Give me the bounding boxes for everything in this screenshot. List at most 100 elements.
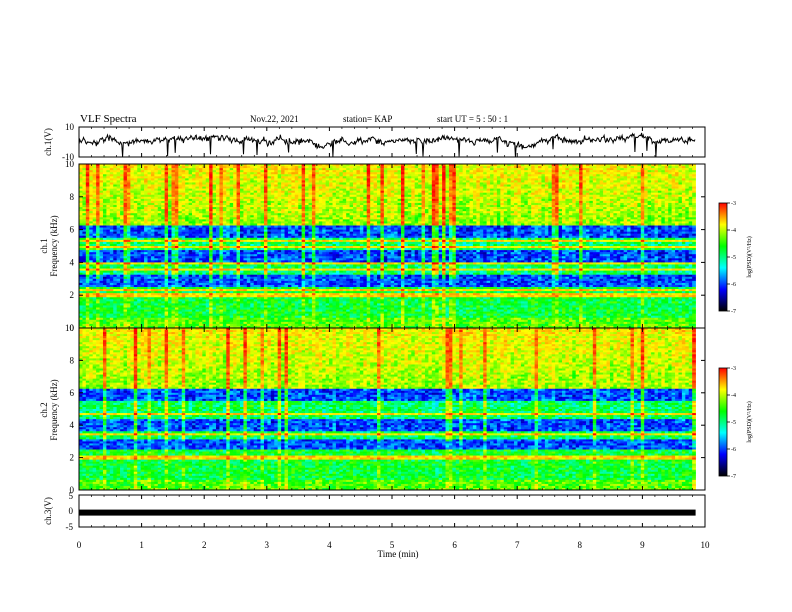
spectrogram-cell <box>285 250 289 252</box>
spectrogram-cell <box>106 176 110 178</box>
spectrogram-cell <box>192 176 196 178</box>
spectrogram-cell <box>226 312 230 314</box>
spectrogram-cell <box>134 275 138 277</box>
spectrogram-cell <box>237 303 241 305</box>
spectrogram-cell <box>79 269 83 271</box>
spectrogram-cell <box>127 234 131 236</box>
spectrogram-cell <box>82 291 86 293</box>
spectrogram-cell <box>144 193 148 195</box>
spectrogram-cell <box>79 273 83 275</box>
spectrogram-cell <box>213 217 217 219</box>
spectrogram-cell <box>199 299 203 301</box>
spectrogram-cell <box>199 316 203 318</box>
spectrogram-cell <box>226 242 230 244</box>
spectrogram-cell <box>168 219 172 221</box>
spectrogram-cell <box>216 293 220 295</box>
spectrogram-cell <box>230 279 234 281</box>
spectrogram-cell <box>93 215 97 217</box>
spectrogram-cell <box>285 187 289 189</box>
spectrogram-cell <box>195 258 199 260</box>
spectrogram-cell <box>130 244 134 246</box>
spectrogram-cell <box>278 295 282 297</box>
spectrogram-cell <box>124 273 128 275</box>
spectrogram-cell <box>278 269 282 271</box>
spectrogram-cell <box>89 310 93 312</box>
spectrogram-cell <box>271 230 275 232</box>
spectrogram-cell <box>113 269 117 271</box>
spectrogram-cell <box>113 230 117 232</box>
spectrogram-cell <box>120 209 124 211</box>
spectrogram-cell <box>278 285 282 287</box>
spectrogram-cell <box>154 191 158 193</box>
spectrogram-cell <box>281 174 285 176</box>
spectrogram-cell <box>216 324 220 326</box>
spectrogram-cell <box>247 187 251 189</box>
spectrogram-cell <box>281 219 285 221</box>
spectrogram-cell <box>202 297 206 299</box>
spectrogram-cell <box>127 236 131 238</box>
spectrogram-cell <box>185 269 189 271</box>
spectrogram-cell <box>285 180 289 182</box>
spectrogram-cell <box>134 180 138 182</box>
spectrogram-cell <box>120 178 124 180</box>
spectrogram-cell <box>240 213 244 215</box>
spectrogram-cell <box>230 260 234 262</box>
spectrogram-cell <box>106 289 110 291</box>
spectrogram-cell <box>100 234 104 236</box>
spectrogram-cell <box>189 250 193 252</box>
spectrogram-cell <box>165 185 169 187</box>
spectrogram-cell <box>148 221 152 223</box>
spectrogram-cell <box>257 254 261 256</box>
spectrogram-cell <box>243 211 247 213</box>
spectrogram-cell <box>285 217 289 219</box>
spectrogram-cell <box>82 215 86 217</box>
spectrogram-cell <box>168 289 172 291</box>
spectrogram-cell <box>192 289 196 291</box>
spectrogram-cell <box>189 176 193 178</box>
spectrogram-cell <box>82 269 86 271</box>
spectrogram-cell <box>230 230 234 232</box>
spectrogram-cell <box>89 187 93 189</box>
spectrogram-cell <box>93 238 97 240</box>
spectrogram-cell <box>86 273 90 275</box>
spectrogram-cell <box>175 234 179 236</box>
spectrogram-cell <box>254 254 258 256</box>
spectrogram-cell <box>117 301 121 303</box>
spectrogram-cell <box>195 324 199 326</box>
spectrogram-cell <box>243 248 247 250</box>
spectrogram-cell <box>137 193 141 195</box>
spectrogram-cell <box>120 203 124 205</box>
spectrogram-cell <box>281 242 285 244</box>
spectrogram-cell <box>264 174 268 176</box>
spectrogram-cell <box>100 226 104 228</box>
spectrogram-cell <box>93 273 97 275</box>
date-label: Nov.22, 2021 <box>250 114 299 124</box>
spectrogram-cell <box>243 264 247 266</box>
spectrogram-cell <box>124 207 128 209</box>
spectrogram-cell <box>213 299 217 301</box>
spectrogram-cell <box>223 197 227 199</box>
spectrogram-cell <box>271 279 275 281</box>
spectrogram-cell <box>213 305 217 307</box>
spectrogram-cell <box>151 252 155 254</box>
spectrogram-cell <box>271 205 275 207</box>
spectrogram-cell <box>237 172 241 174</box>
spectrogram-cell <box>165 254 169 256</box>
spectrogram-cell <box>134 213 138 215</box>
spectrogram-cell <box>93 312 97 314</box>
spectrogram-cell <box>202 191 206 193</box>
spectrogram-cell <box>182 308 186 310</box>
spectrogram-cell <box>137 232 141 234</box>
spectrogram-cell <box>192 172 196 174</box>
spectrogram-cell <box>202 264 206 266</box>
spectrogram-cell <box>250 211 254 213</box>
spectrogram-cell <box>171 310 175 312</box>
spectrogram-cell <box>278 308 282 310</box>
spectrogram-cell <box>151 289 155 291</box>
spectrogram-cell <box>148 185 152 187</box>
spectrogram-cell <box>154 211 158 213</box>
spectrogram-cell <box>243 285 247 287</box>
spectrogram-cell <box>216 277 220 279</box>
spectrogram-cell <box>261 297 265 299</box>
spectrogram-cell <box>110 191 114 193</box>
